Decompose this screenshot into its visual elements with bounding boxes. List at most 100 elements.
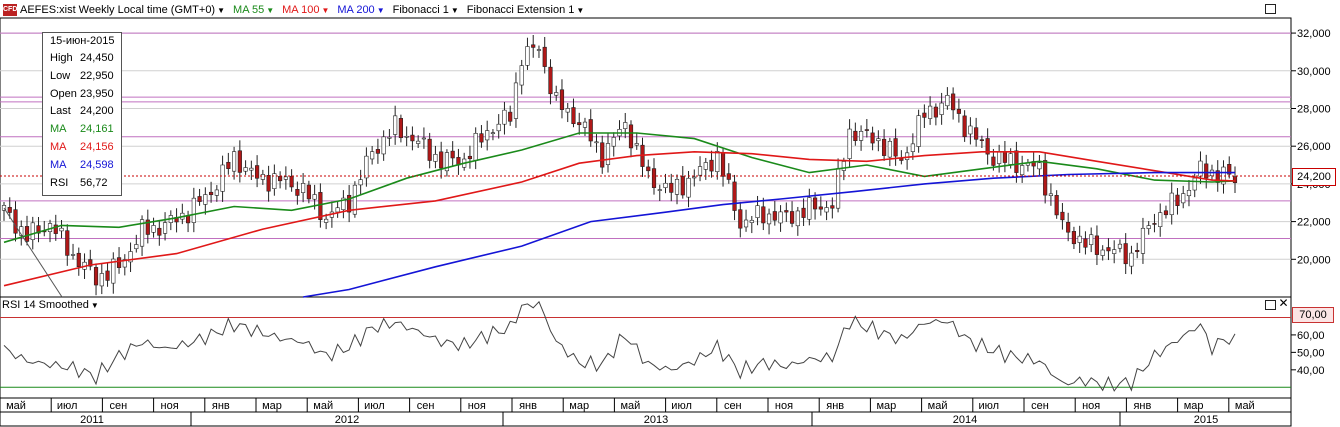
candle-body [939,102,944,115]
candle-body [1048,193,1054,196]
candle-body [870,132,875,144]
candle-body [812,197,818,210]
candle-body [289,175,294,188]
candle-body [53,224,58,234]
candle-body [76,252,81,267]
candle-body [692,176,697,179]
candle-body [674,179,680,195]
candle-body [738,209,743,229]
candle-body [473,133,478,161]
candle-body [1094,235,1100,255]
symbol-label: AEFES:xist Weekly Local time (GMT+0) [20,4,216,16]
infobox-row: MA 24,598 [50,157,114,174]
infobox-value: 24,161 [80,123,114,136]
month-label: ноя [468,400,486,412]
ma200-line [302,171,1235,298]
candle-body [381,136,386,155]
grid-layer [0,32,1291,260]
candle-body [646,166,651,172]
candle-body [841,161,846,171]
candle-body [882,138,887,156]
candle-body [905,152,910,160]
candle-body [1204,163,1209,179]
close-rsi-button[interactable]: ✕ [1278,296,1289,310]
month-label: июл [979,400,1000,412]
candle-body [1060,211,1065,221]
rsi-tick-label: 60,00 [1297,330,1325,342]
price-tick-label: 30,000 [1297,66,1331,78]
candle-body [974,127,979,140]
candle-body [686,177,691,198]
candle-body [416,140,421,144]
ma55-legend[interactable]: MA 55 ▼ [233,4,274,16]
candle-body [1066,222,1071,233]
candle-body [847,128,852,159]
candle-body [1135,250,1140,253]
candle-body [7,207,12,213]
ma200-legend[interactable]: MA 200 ▼ [337,4,384,16]
candle-body [577,122,582,126]
candle-body [439,151,444,169]
candle-body [513,82,519,119]
candle-body [1077,235,1082,243]
candle-body [594,141,599,144]
candle-body [611,137,616,147]
infobox-row: High 24,450 [50,50,114,67]
candle-body [479,133,484,143]
candle-body [1123,243,1128,265]
candle-body [1037,162,1042,170]
candle-body [582,121,588,128]
candle-body [295,189,300,196]
price-tick-label: 20,000 [1297,254,1331,266]
infobox-value: 24,200 [80,105,114,118]
month-label: ноя [775,400,793,412]
candle-body [824,207,829,213]
candle-body [634,143,639,146]
candle-body [956,108,961,114]
fibonacci-extension-legend[interactable]: Fibonacci Extension 1 ▼ [467,4,585,16]
candle-body [1100,249,1105,256]
maximize-rsi-button[interactable] [1265,300,1276,310]
candle-body [807,197,812,220]
candle-body [1112,249,1117,254]
symbol-selector[interactable]: AEFES:xist Weekly Local time (GMT+0) ▼ [20,4,225,16]
maximize-main-button[interactable] [1265,4,1276,14]
candle-body [1181,193,1186,204]
chevron-down-icon: ▼ [217,6,226,15]
candle-body [203,194,208,205]
candle-body [968,125,973,135]
candle-body [1232,176,1238,184]
candle-body [1054,195,1059,216]
infobox-key: Open [50,87,77,100]
rsi-panel-title[interactable]: RSI 14 Smoothed ▼ [2,299,99,311]
candle-body [370,151,375,160]
infobox-date: 15-июн-2015 [50,35,115,47]
candle-body [99,273,104,287]
fibonacci-legend[interactable]: Fibonacci 1 ▼ [393,4,459,16]
candle-body [726,173,731,180]
candle-body [1020,165,1025,176]
candle-body [795,210,800,227]
ma100-legend[interactable]: MA 100 ▼ [282,4,329,16]
candle-body [1117,243,1123,249]
candle-body [301,183,306,193]
candle-body [197,196,202,202]
candle-body [571,107,576,125]
candle-body [105,270,110,281]
candle-body [680,176,685,196]
candle-body [306,184,311,200]
candle-body [1002,151,1007,163]
candle-body [88,259,93,267]
candle-body [341,197,346,211]
candle-body [404,135,409,138]
fibonacci-levels [0,32,1291,240]
infobox-key: Last [50,105,71,118]
month-label: май [1235,400,1255,412]
chevron-down-icon: ▼ [376,6,385,15]
candle-body [1215,170,1220,183]
candle-body [784,210,789,213]
candle-body [450,150,455,159]
candle-body [191,197,196,223]
candle-body [116,257,122,268]
